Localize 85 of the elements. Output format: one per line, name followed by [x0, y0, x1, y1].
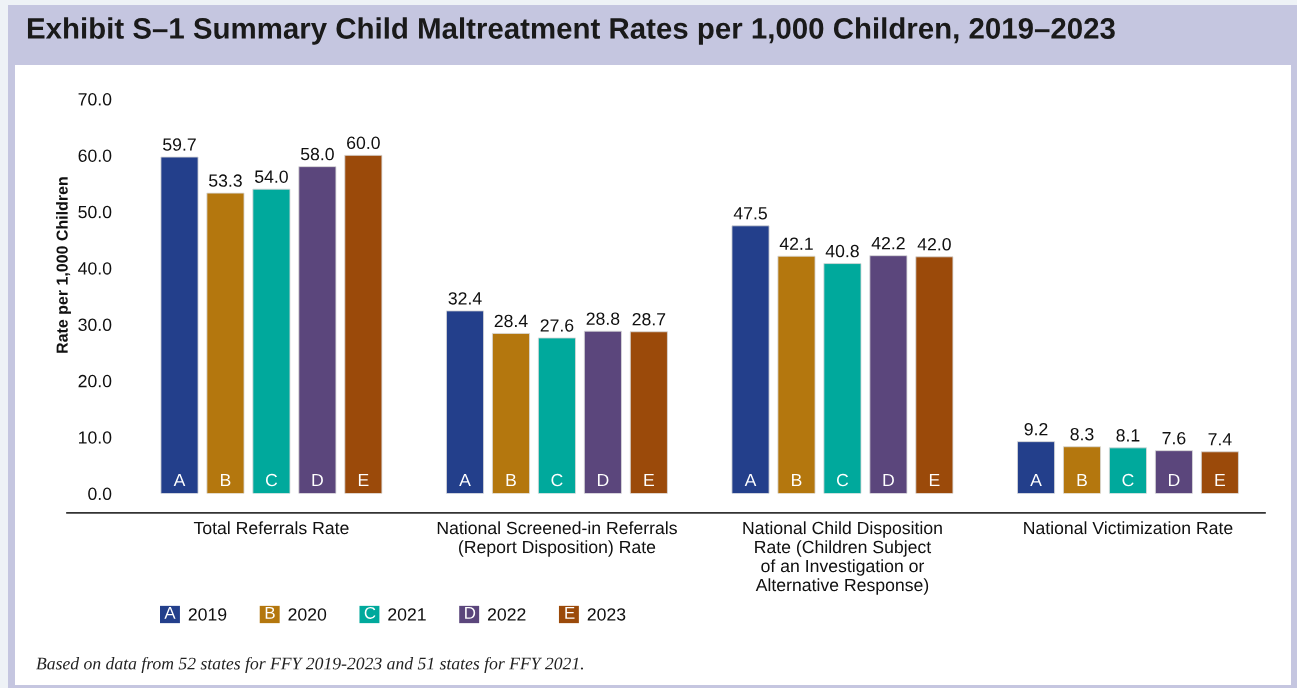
text: A [164, 607, 176, 619]
bar [777, 255, 816, 494]
bar [298, 166, 337, 494]
data-label: 7.6 [1162, 431, 1186, 445]
legend-label: 2023 [587, 608, 626, 621]
bar [252, 188, 291, 494]
data-label: 27.6 [540, 319, 574, 332]
bar [915, 256, 954, 494]
y-tick-label: 30.0 [78, 318, 112, 331]
data-label: 54.0 [254, 170, 288, 183]
legend-label: 2019 [188, 608, 227, 621]
text: Based on data from 52 states for FFY 2019-2023 and 51 states for FFY 2021. [36, 656, 584, 674]
y-tick-label: 10.0 [79, 431, 112, 444]
data-label: 42.2 [871, 236, 905, 250]
data-label: 7.4 [1208, 433, 1232, 446]
data-label: 28.7 [632, 313, 666, 326]
y-tick-label: 20.0 [78, 374, 112, 388]
annotation: B [221, 473, 231, 487]
data-label: 58.0 [300, 147, 334, 161]
x-tick-label: National Child Disposition Rate (Children Subject of an Investigation or Alternative Response) [743, 521, 942, 595]
data-label: 8.1 [1116, 429, 1140, 442]
annotation: D [312, 473, 323, 487]
text: D [883, 473, 894, 487]
y-tick-label: 70.0 [78, 93, 112, 106]
bar [823, 263, 862, 494]
data-label: 32.4 [448, 292, 482, 305]
data-label: 42.1 [779, 237, 813, 250]
annotation: E [358, 473, 369, 487]
data-label: 42.0 [917, 238, 951, 251]
text: E [644, 473, 654, 487]
data-label: 40.8 [825, 244, 859, 258]
data-label: 28.4 [494, 314, 528, 328]
y-tick-label: 50.0 [78, 205, 112, 219]
bar [344, 154, 383, 494]
bar [629, 331, 668, 494]
text: D [465, 607, 476, 619]
text: C [364, 606, 376, 619]
y-tick-label: 40.0 [78, 262, 112, 275]
bar [206, 192, 245, 494]
text: B [1077, 473, 1087, 487]
x-tick-label: National Victimization Rate [1024, 521, 1233, 535]
data-label: 8.3 [1070, 427, 1094, 441]
bar [1154, 450, 1193, 494]
bar [491, 333, 530, 494]
annotation: A [173, 473, 186, 487]
bar [537, 337, 576, 494]
text: A [744, 473, 757, 487]
data-label: 9.2 [1024, 422, 1048, 436]
annotation: C [265, 473, 278, 487]
y-tick-label: 0.0 [88, 487, 112, 501]
text: E [1215, 473, 1226, 487]
data-label: 47.5 [733, 207, 767, 220]
legend-label: 2022 [487, 608, 526, 621]
text: C [1122, 473, 1134, 487]
text: A [1030, 473, 1042, 487]
text: E [565, 607, 575, 619]
text: B [265, 607, 275, 619]
text: D [597, 473, 609, 487]
bar [583, 330, 622, 494]
x-tick-label: Total Referrals Rate [193, 521, 349, 535]
text: B [792, 473, 802, 487]
bar [446, 310, 484, 494]
legend-label: 2021 [388, 608, 426, 621]
data-label: 28.8 [586, 312, 620, 325]
bar [1200, 451, 1239, 494]
y-tick-label: 60.0 [78, 149, 112, 162]
text: A [459, 473, 471, 487]
legend-label: 2020 [288, 608, 327, 621]
text: B [506, 473, 516, 487]
data-label: 53.3 [209, 174, 242, 187]
data-label: 60.0 [347, 136, 380, 150]
bar [1017, 441, 1055, 494]
y-axis-title: Rate per 1,000 Children [56, 177, 71, 353]
text: C [551, 473, 563, 487]
text: E [929, 473, 940, 487]
chart-title: Exhibit S–1 Summary Child Maltreatment Rates per 1,000 Children, 2019–2023 [27, 17, 1115, 45]
bar [160, 156, 199, 494]
bar [869, 255, 908, 494]
text: D [1169, 473, 1180, 487]
bar [1108, 447, 1147, 494]
bar [731, 225, 770, 494]
text: C [836, 473, 849, 487]
data-label: 59.7 [163, 138, 196, 151]
x-tick-label: National Screened-in Referrals (Report Disposition) Rate [437, 521, 677, 557]
bar [1063, 446, 1101, 494]
